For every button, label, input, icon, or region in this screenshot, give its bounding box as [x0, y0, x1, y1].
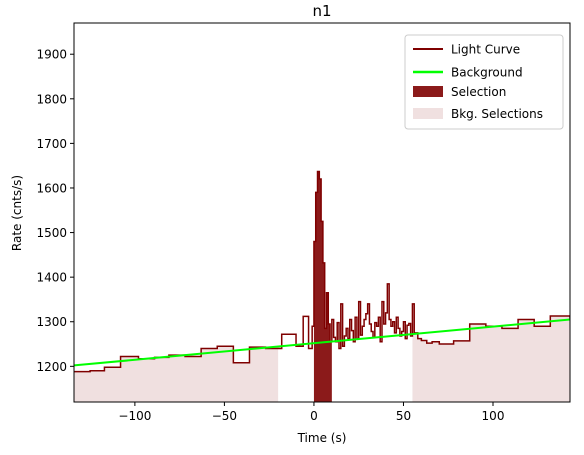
- y-axis: 1200 1300 1400 1500 1600 1700 1800 1900: [36, 48, 74, 374]
- y-tick-label: 1700: [36, 137, 67, 151]
- x-axis-label: Time (s): [297, 431, 347, 445]
- y-tick-label: 1300: [36, 315, 67, 329]
- chart-title: n1: [312, 2, 331, 20]
- background-fit-line: [74, 318, 570, 367]
- y-tick-label: 1400: [36, 271, 67, 285]
- y-tick-label: 1200: [36, 360, 67, 374]
- plot-area: [74, 170, 570, 402]
- legend-light-curve-label: Light Curve: [451, 43, 520, 57]
- y-tick-label: 1600: [36, 181, 67, 195]
- legend-selection-swatch: [413, 86, 443, 97]
- y-axis-label: Rate (cnts/s): [10, 175, 24, 251]
- legend-background-label: Background: [451, 66, 523, 80]
- x-tick-label: 50: [396, 409, 411, 423]
- y-tick-label: 1500: [36, 226, 67, 240]
- light-curve-line: [74, 170, 570, 373]
- x-tick-label: −50: [212, 409, 237, 423]
- legend-selection-label: Selection: [451, 85, 506, 99]
- legend: Light Curve Background Selection Bkg. Se…: [404, 34, 564, 130]
- legend-bkg-selections-swatch: [413, 108, 443, 119]
- x-axis: −100 −50 0 50 100: [118, 402, 504, 423]
- y-tick-label: 1800: [36, 92, 67, 106]
- axes-frame: [73, 22, 571, 403]
- legend-bkg-selections-label: Bkg. Selections: [451, 107, 543, 121]
- x-tick-label: −100: [118, 409, 151, 423]
- y-tick-label: 1900: [36, 48, 67, 62]
- legend-box: [404, 34, 564, 130]
- bkg-selection-region-2: [412, 303, 570, 402]
- selection-region: [313, 171, 332, 402]
- x-tick-label: 0: [310, 409, 318, 423]
- x-tick-label: 100: [482, 409, 505, 423]
